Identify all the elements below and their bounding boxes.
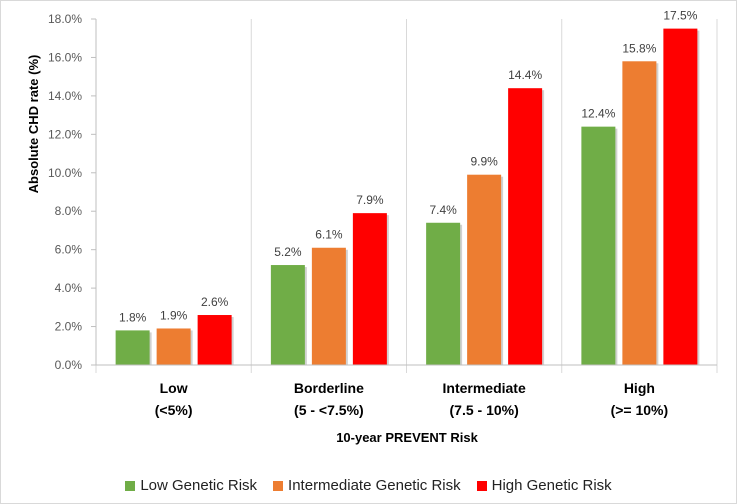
bar-low-genetic-risk-high (581, 126, 616, 366)
bar-intermediate-genetic-risk-low (156, 328, 191, 365)
data-label: 2.6% (201, 295, 229, 309)
legend-item-intermediate-genetic-risk: Intermediate Genetic Risk (273, 477, 461, 494)
data-label: 15.8% (622, 41, 656, 55)
y-tick-label: 6.0% (55, 243, 83, 257)
category-label-low: Low (160, 380, 188, 396)
legend-swatch-high (476, 480, 487, 491)
category-range-low: (<5%) (155, 402, 193, 418)
legend-label-low: Low Genetic Risk (140, 477, 258, 494)
y-tick-label: 2.0% (55, 320, 83, 334)
y-tick-label: 0.0% (55, 358, 83, 372)
data-label: 1.8% (119, 310, 147, 324)
y-tick-label: 12.0% (48, 127, 82, 141)
legend-label-high: High Genetic Risk (491, 477, 612, 494)
category-label-borderline: Borderline (294, 380, 364, 396)
data-label: 7.9% (356, 193, 384, 207)
bar-chart: 0.0% 2.0% 4.0% 6.0% 8.0% 10.0% 12.0% 14.0% 16.0%… (26, 9, 718, 445)
legend-item-low-genetic-risk: Low Genetic Risk (125, 477, 257, 494)
legend-item-high-genetic-risk: High Genetic Risk (476, 477, 612, 494)
legend: Low Genetic Risk Intermediate Genetic Ri… (1, 477, 736, 494)
data-label: 14.4% (508, 68, 542, 82)
y-tick-label: 18.0% (48, 12, 82, 26)
data-label: 7.4% (429, 203, 457, 217)
category-range-high: (>= 10%) (611, 402, 669, 418)
y-tick-label: 4.0% (55, 281, 83, 295)
legend-swatch-intermediate (273, 480, 284, 491)
bar-high-genetic-risk-intermediate (508, 88, 543, 365)
data-label: 6.1% (315, 228, 343, 242)
y-tick-label: 16.0% (48, 50, 82, 64)
data-label: 5.2% (274, 245, 302, 259)
data-label: 1.9% (160, 308, 188, 322)
legend-swatch-low (125, 480, 136, 491)
x-axis: Low (<5%) Borderline (5 - <7.5%) Intermediat… (96, 364, 717, 418)
y-tick-label: 14.0% (48, 89, 82, 103)
data-labels: 1.8% 1.9% 2.6% 5.2% 6.1% 7.9% 7.4% 9.9% 14.4% 12.… (119, 9, 698, 325)
bar-high-genetic-risk-high (663, 28, 698, 365)
bar-high-genetic-risk-borderline (352, 213, 387, 365)
bar-intermediate-genetic-risk-borderline (311, 247, 346, 365)
category-range-intermediate: (7.5 - 10%) (450, 402, 519, 418)
bars (115, 28, 700, 366)
x-axis-title: 10-year PREVENT Risk (336, 430, 478, 445)
category-label-intermediate: Intermediate (443, 380, 526, 396)
y-axis: 0.0% 2.0% 4.0% 6.0% 8.0% 10.0% 12.0% 14.0% 16.0%… (48, 12, 97, 372)
y-tick-label: 10.0% (48, 166, 82, 180)
category-range-borderline: (5 - <7.5%) (294, 402, 364, 418)
bar-intermediate-genetic-risk-intermediate (467, 174, 502, 365)
bar-intermediate-genetic-risk-high (622, 61, 657, 366)
data-label: 17.5% (663, 9, 697, 23)
bar-low-genetic-risk-borderline (270, 265, 305, 365)
bar-high-genetic-risk-low (197, 315, 232, 365)
data-label: 12.4% (581, 107, 615, 121)
category-label-high: High (624, 380, 655, 396)
data-label: 9.9% (470, 155, 498, 169)
y-tick-label: 8.0% (55, 204, 83, 218)
legend-label-intermediate: Intermediate Genetic Risk (288, 477, 461, 494)
bar-low-genetic-risk-intermediate (426, 222, 461, 365)
bar-low-genetic-risk-low (115, 330, 150, 365)
y-axis-title: Absolute CHD rate (%) (26, 55, 41, 194)
